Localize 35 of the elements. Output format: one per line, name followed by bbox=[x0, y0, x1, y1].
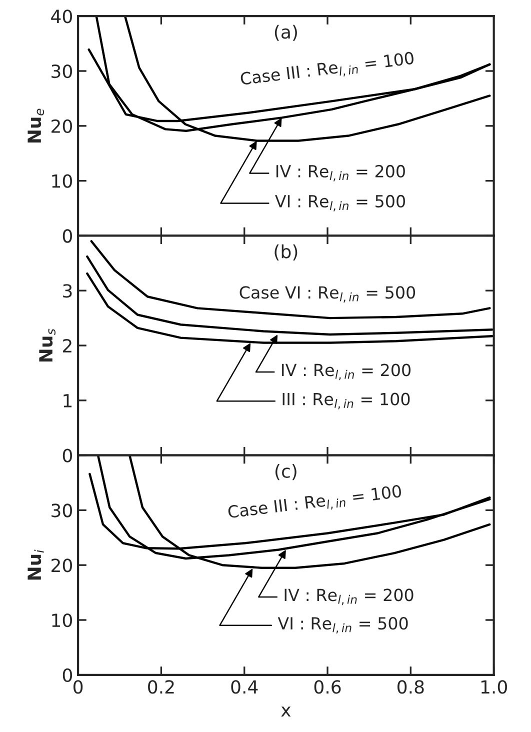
annotation: Case VI : Re$_{l,in}$ = 500 bbox=[240, 286, 416, 303]
annotation: Case III : Re$_{l,in}$ = 100 bbox=[228, 484, 402, 522]
y-tick-label: 0 bbox=[62, 668, 72, 682]
y-axis-title: Nu$_{i}$ bbox=[28, 550, 44, 580]
y-tick-label: 0 bbox=[62, 229, 72, 243]
annotation: Case III : Re$_{l,in}$ = 100 bbox=[240, 51, 415, 89]
y-tick-label: 2 bbox=[63, 338, 72, 352]
annotation: IV : Re$_{l,in}$ = 200 bbox=[284, 588, 414, 606]
y-axis-title: Nu$_{s}$ bbox=[39, 328, 56, 362]
x-tick-label: 0.6 bbox=[314, 680, 341, 694]
y-axis-title: Nu$_{e}$ bbox=[28, 108, 44, 142]
annotation: VI : Re$_{l,in}$ = 500 bbox=[275, 194, 405, 212]
x-tick-label: 0 bbox=[74, 680, 83, 694]
x-tick-label: 0.8 bbox=[398, 680, 424, 694]
annotation: III : Re$_{l,in}$ = 100 bbox=[282, 392, 410, 410]
x-tick-label: 0.2 bbox=[148, 680, 174, 694]
annotation: VI : Re$_{l,in}$ = 500 bbox=[278, 617, 408, 634]
y-tick-label: 40 bbox=[51, 10, 72, 24]
chart-title: (c) bbox=[275, 464, 296, 480]
y-tick-label: 20 bbox=[52, 119, 72, 134]
chart-title: (b) bbox=[274, 244, 298, 260]
y-tick-label: 10 bbox=[52, 174, 72, 188]
chart-title: (a) bbox=[274, 24, 297, 41]
x-axis-title: x bbox=[281, 706, 291, 717]
y-tick-label: 10 bbox=[52, 613, 72, 628]
y-tick-label: 20 bbox=[52, 558, 72, 572]
annotation: IV : Re$_{l,in}$ = 200 bbox=[282, 364, 411, 380]
annotation: IV : Re$_{l,in}$ = 200 bbox=[276, 164, 405, 182]
y-tick-label: 30 bbox=[52, 504, 72, 518]
y-tick-label: 30 bbox=[52, 64, 72, 78]
y-tick-label: 1 bbox=[64, 394, 72, 408]
y-tick-label: 0 bbox=[62, 448, 72, 462]
x-tick-label: 0.4 bbox=[231, 680, 258, 694]
y-tick-label: 3 bbox=[63, 284, 72, 298]
x-tick-label: 1.0 bbox=[481, 680, 507, 694]
